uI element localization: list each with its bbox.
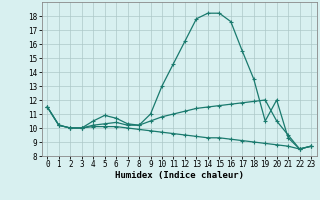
X-axis label: Humidex (Indice chaleur): Humidex (Indice chaleur) xyxy=(115,171,244,180)
